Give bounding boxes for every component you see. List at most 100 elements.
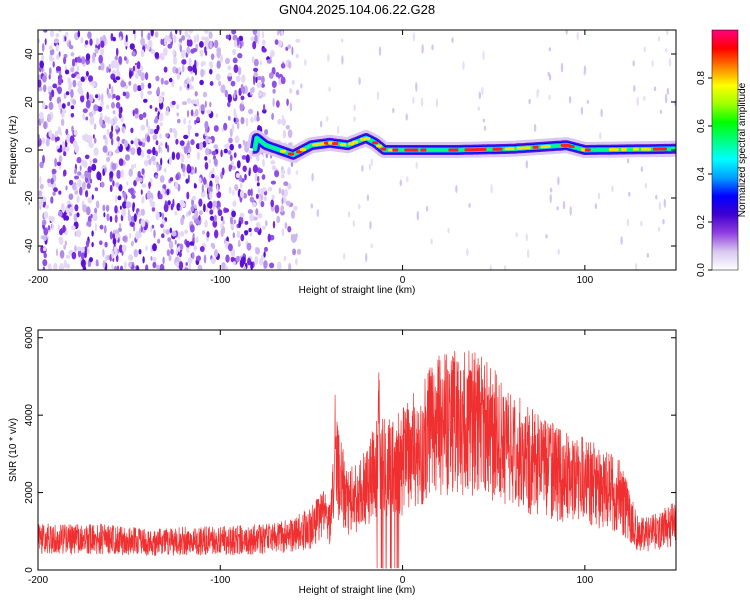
noise-speckle xyxy=(168,254,172,262)
noise-speckle xyxy=(659,109,663,114)
noise-speckle xyxy=(58,102,63,110)
noise-speckle xyxy=(238,220,242,228)
noise-speckle xyxy=(82,108,88,114)
noise-speckle xyxy=(102,145,108,153)
noise-speckle xyxy=(215,73,221,81)
noise-speckle xyxy=(237,53,243,59)
noise-speckle xyxy=(83,160,88,169)
noise-speckle xyxy=(84,171,90,179)
noise-speckle xyxy=(196,151,200,161)
noise-speckle xyxy=(59,228,63,236)
noise-speckle xyxy=(135,231,141,240)
noise-speckle xyxy=(548,73,552,81)
noise-speckle xyxy=(281,118,286,126)
noise-speckle xyxy=(153,118,159,124)
noise-speckle xyxy=(125,201,131,209)
noise-speckle xyxy=(276,100,280,108)
noise-speckle xyxy=(79,186,83,196)
noise-speckle xyxy=(161,91,165,97)
noise-speckle xyxy=(91,163,97,171)
noise-speckle xyxy=(245,117,249,127)
ridge-hotspot xyxy=(644,147,651,151)
noise-speckle xyxy=(392,107,395,114)
noise-speckle xyxy=(150,30,154,37)
noise-speckle xyxy=(205,183,209,189)
noise-speckle xyxy=(102,260,106,269)
noise-speckle xyxy=(184,229,189,235)
noise-speckle xyxy=(223,148,228,154)
noise-speckle xyxy=(47,178,51,184)
noise-speckle xyxy=(143,98,148,103)
noise-speckle xyxy=(242,139,246,146)
noise-speckle xyxy=(110,60,115,69)
noise-speckle xyxy=(263,104,266,111)
noise-speckle xyxy=(172,128,177,134)
noise-speckle xyxy=(122,191,127,198)
noise-speckle xyxy=(204,220,208,228)
noise-speckle xyxy=(66,263,70,269)
noise-speckle xyxy=(193,35,197,44)
noise-speckle xyxy=(378,46,382,56)
noise-speckle xyxy=(304,58,307,66)
noise-speckle xyxy=(70,51,75,57)
colorbar-label: Normalized spectral amplitude xyxy=(737,82,748,217)
noise-speckle xyxy=(224,208,230,213)
noise-speckle xyxy=(80,174,86,179)
noise-speckle xyxy=(160,157,163,166)
noise-speckle xyxy=(57,148,63,153)
noise-speckle xyxy=(227,94,232,103)
noise-speckle xyxy=(70,113,75,118)
noise-speckle xyxy=(213,214,217,223)
noise-speckle xyxy=(415,161,418,169)
noise-speckle xyxy=(197,264,203,270)
noise-speckle xyxy=(172,56,178,65)
noise-speckle xyxy=(198,198,203,207)
noise-speckle xyxy=(165,141,168,149)
noise-speckle xyxy=(50,215,55,223)
noise-speckle xyxy=(232,57,238,64)
noise-speckle xyxy=(180,163,183,169)
noise-speckle xyxy=(140,37,146,46)
noise-speckle xyxy=(199,41,204,48)
noise-speckle xyxy=(142,112,147,118)
noise-speckle xyxy=(73,129,78,136)
noise-speckle xyxy=(181,101,188,106)
noise-speckle xyxy=(296,248,302,255)
noise-speckle xyxy=(87,197,93,204)
noise-speckle xyxy=(643,95,646,101)
noise-speckle xyxy=(655,194,658,200)
noise-speckle xyxy=(136,61,141,70)
noise-speckle xyxy=(175,247,179,255)
noise-speckle xyxy=(237,239,241,247)
noise-speckle xyxy=(199,79,204,86)
noise-speckle xyxy=(38,79,42,88)
noise-speckle xyxy=(136,146,142,156)
noise-speckle xyxy=(141,221,145,228)
noise-speckle xyxy=(101,93,104,102)
noise-speckle xyxy=(215,113,218,118)
noise-speckle xyxy=(232,261,236,266)
noise-speckle xyxy=(40,245,44,254)
spectrogram-noise-layer xyxy=(38,30,676,270)
noise-speckle xyxy=(236,255,240,263)
noise-speckle xyxy=(204,100,207,108)
noise-speckle xyxy=(152,243,157,252)
noise-speckle xyxy=(255,247,261,255)
noise-speckle xyxy=(152,134,158,141)
noise-speckle xyxy=(159,122,163,127)
noise-speckle xyxy=(257,213,263,219)
noise-speckle xyxy=(118,184,123,192)
noise-speckle xyxy=(142,256,145,264)
spectrogram-y-tick-label: -20 xyxy=(24,190,35,205)
noise-speckle xyxy=(208,159,211,164)
snr-y-tick-label: 4000 xyxy=(24,404,35,427)
noise-speckle xyxy=(77,249,82,258)
noise-speckle xyxy=(370,243,373,249)
noise-speckle xyxy=(114,214,118,223)
noise-speckle xyxy=(237,66,242,76)
noise-speckle xyxy=(282,129,287,139)
noise-speckle xyxy=(106,255,110,261)
noise-speckle xyxy=(229,154,233,161)
noise-speckle xyxy=(477,106,480,111)
noise-speckle xyxy=(104,225,107,234)
